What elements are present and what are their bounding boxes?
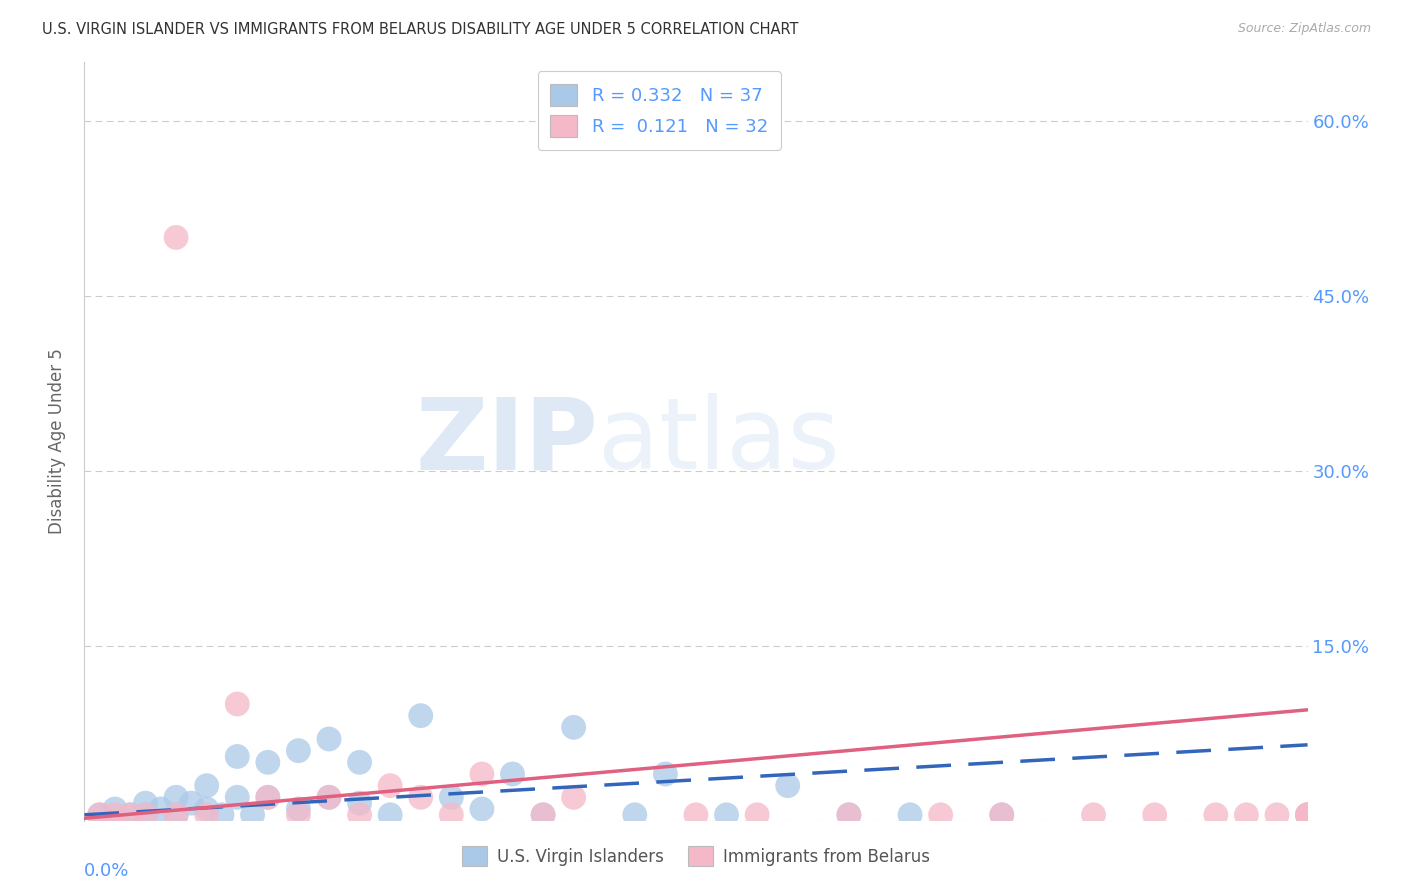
Point <box>195 779 218 793</box>
Point <box>180 796 202 810</box>
Point <box>226 749 249 764</box>
Point <box>349 796 371 810</box>
Point <box>149 802 172 816</box>
Point <box>318 790 340 805</box>
Point <box>226 697 249 711</box>
Point <box>89 807 111 822</box>
Point <box>135 807 157 822</box>
Point <box>502 767 524 781</box>
Point <box>211 807 233 822</box>
Point <box>409 790 432 805</box>
Point <box>991 807 1014 822</box>
Point <box>1143 807 1166 822</box>
Point <box>776 779 799 793</box>
Point <box>287 807 309 822</box>
Point <box>531 807 554 822</box>
Point <box>991 807 1014 822</box>
Point <box>654 767 676 781</box>
Point <box>440 790 463 805</box>
Point <box>120 807 142 822</box>
Point <box>562 720 585 734</box>
Point <box>1296 807 1319 822</box>
Point <box>104 807 127 822</box>
Point <box>380 779 402 793</box>
Point <box>1265 807 1288 822</box>
Point <box>531 807 554 822</box>
Point <box>165 807 187 822</box>
Point <box>716 807 738 822</box>
Point <box>1296 807 1319 822</box>
Point <box>135 807 157 822</box>
Point <box>257 756 280 770</box>
Point <box>104 802 127 816</box>
Text: ZIP: ZIP <box>415 393 598 490</box>
Point <box>1205 807 1227 822</box>
Point <box>195 807 218 822</box>
Point <box>120 807 142 822</box>
Point <box>471 767 494 781</box>
Point <box>1296 807 1319 822</box>
Point <box>318 790 340 805</box>
Point <box>380 807 402 822</box>
Point <box>838 807 860 822</box>
Point <box>349 756 371 770</box>
Point <box>287 744 309 758</box>
Text: atlas: atlas <box>598 393 839 490</box>
Point <box>1296 807 1319 822</box>
Point <box>287 802 309 816</box>
Point <box>929 807 952 822</box>
Point <box>562 790 585 805</box>
Point <box>349 807 371 822</box>
Point <box>257 790 280 805</box>
Point <box>747 807 769 822</box>
Point <box>195 802 218 816</box>
Point <box>898 807 921 822</box>
Point <box>242 807 264 822</box>
Point <box>1083 807 1105 822</box>
Legend: U.S. Virgin Islanders, Immigrants from Belarus: U.S. Virgin Islanders, Immigrants from B… <box>456 839 936 873</box>
Point <box>135 796 157 810</box>
Point <box>471 802 494 816</box>
Point <box>318 731 340 746</box>
Point <box>165 807 187 822</box>
Point <box>624 807 647 822</box>
Point <box>838 807 860 822</box>
Y-axis label: Disability Age Under 5: Disability Age Under 5 <box>48 349 66 534</box>
Point <box>409 708 432 723</box>
Point <box>257 790 280 805</box>
Point <box>226 790 249 805</box>
Text: U.S. VIRGIN ISLANDER VS IMMIGRANTS FROM BELARUS DISABILITY AGE UNDER 5 CORRELATI: U.S. VIRGIN ISLANDER VS IMMIGRANTS FROM … <box>42 22 799 37</box>
Text: 0.0%: 0.0% <box>84 863 129 880</box>
Point <box>89 807 111 822</box>
Point <box>1236 807 1258 822</box>
Point <box>165 790 187 805</box>
Point <box>440 807 463 822</box>
Point <box>685 807 707 822</box>
Text: Source: ZipAtlas.com: Source: ZipAtlas.com <box>1237 22 1371 36</box>
Point <box>165 230 187 244</box>
